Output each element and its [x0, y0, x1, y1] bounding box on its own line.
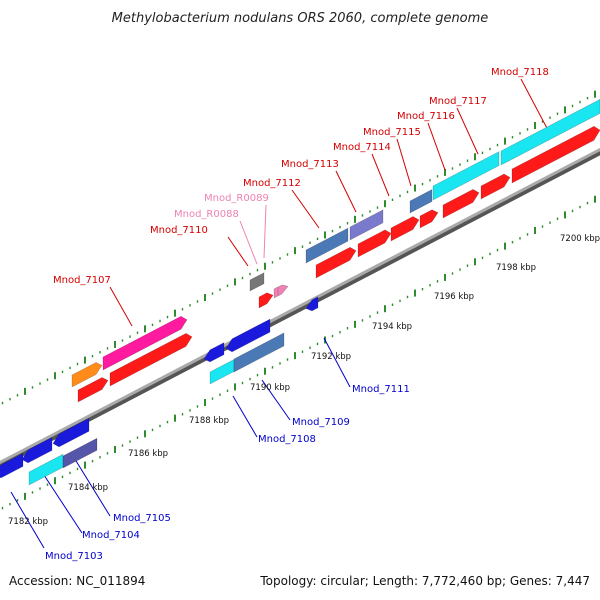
gene-mnod-7107[interactable]: [102, 315, 188, 371]
gene-label-mnod-7110[interactable]: Mnod_7110: [150, 225, 208, 236]
gene-label-mnod-7116[interactable]: Mnod_7116: [397, 111, 455, 122]
gene-mnod-7114[interactable]: [390, 216, 420, 242]
leader-line: [456, 107, 479, 155]
forward-gene-labels: Mnod_7107 Mnod_7110 Mnod_R0088 Mnod_R008…: [53, 67, 549, 286]
gene-mnod-7110[interactable]: [258, 292, 274, 309]
leader-line: [291, 189, 320, 229]
gene-mnod-7104[interactable]: [52, 417, 90, 448]
gene-mnod-7108a[interactable]: [203, 342, 225, 363]
leader-line: [109, 286, 133, 327]
accession-label: Accession: NC_011894: [9, 574, 145, 588]
gene-mnod-7116[interactable]: [432, 151, 500, 201]
gene-label-mnod-7115[interactable]: Mnod_7115: [363, 127, 421, 138]
gene-mnod-7111a[interactable]: [249, 272, 265, 292]
ruler-label: 7184 kbp: [68, 483, 108, 493]
gene-mnod-7113-red[interactable]: [357, 229, 392, 258]
leader-line: [323, 337, 351, 388]
gene-mnod-7105b[interactable]: [62, 437, 98, 469]
ruler-label: 7200 kbp: [560, 234, 600, 244]
gene-label-mnod-7109[interactable]: Mnod_7109: [292, 417, 350, 428]
ruler-label: 7192 kbp: [311, 352, 351, 362]
gene-label-mnod-7112[interactable]: Mnod_7112: [243, 178, 301, 189]
ruler-labels: 7200 kbp 7198 kbp 7196 kbp 7194 kbp 7192…: [8, 234, 600, 527]
gene-mnod-r0089[interactable]: [277, 284, 289, 297]
gene-label-mnod-7105[interactable]: Mnod_7105: [113, 513, 171, 524]
leader-line: [263, 204, 267, 259]
leader-line: [427, 122, 446, 171]
ruler-label: 7194 kbp: [372, 322, 412, 332]
gene-mnod-7117[interactable]: [480, 173, 511, 200]
gene-mnod-7109[interactable]: [233, 332, 285, 373]
gene-label-mnod-r0089[interactable]: Mnod_R0089: [204, 193, 269, 204]
gene-mnod-7118[interactable]: [500, 99, 600, 166]
gene-mnod-7106[interactable]: [71, 362, 103, 388]
leader-line: [335, 170, 357, 213]
gene-label-mnod-7114[interactable]: Mnod_7114: [333, 142, 391, 153]
ruler-label: 7186 kbp: [128, 449, 168, 459]
leader-line: [239, 220, 258, 265]
gene-red[interactable]: [77, 377, 109, 403]
leader-line: [10, 491, 45, 549]
map-title: Methylobacterium nodulans ORS 2060, comp…: [112, 11, 489, 26]
ruler-label: 7198 kbp: [496, 263, 536, 273]
leader-line: [261, 379, 291, 421]
leader-lines: [10, 78, 550, 549]
gene-label-mnod-7118[interactable]: Mnod_7118: [491, 67, 549, 78]
leader-line: [41, 471, 83, 534]
gene-mnod-7112-red[interactable]: [315, 246, 357, 279]
gene-label-mnod-7107[interactable]: Mnod_7107: [53, 275, 111, 286]
backbone-shadow: [0, 149, 600, 469]
gene-mnod-7112[interactable]: [305, 227, 349, 264]
gene-label-mnod-7113[interactable]: Mnod_7113: [281, 159, 339, 170]
gene-label-mnod-7103[interactable]: Mnod_7103: [45, 551, 103, 562]
ruler-label: 7196 kbp: [434, 292, 474, 302]
backbone: [0, 147, 600, 465]
leader-line: [371, 153, 390, 197]
gene-label-mnod-r0088[interactable]: Mnod_R0088: [174, 209, 239, 220]
gene-mnod-7109a[interactable]: [209, 359, 235, 385]
gene-mnod-7113[interactable]: [349, 209, 384, 241]
gene-features: [0, 99, 600, 486]
gene-label-mnod-7117[interactable]: Mnod_7117: [429, 96, 487, 107]
leader-line: [520, 78, 550, 133]
gene-label-mnod-7108[interactable]: Mnod_7108: [258, 434, 316, 445]
gene-mnod-7108[interactable]: [225, 318, 271, 353]
gene-red[interactable]: [109, 333, 193, 387]
leader-line: [227, 236, 249, 267]
gene-mnod-7115[interactable]: [409, 189, 433, 214]
ruler-label: 7190 kbp: [250, 383, 290, 393]
reverse-gene-labels: Mnod_7103 Mnod_7104 Mnod_7105 Mnod_7108 …: [45, 384, 410, 562]
gene-mnod-7115-red[interactable]: [419, 209, 439, 229]
gene-mnod-7116-red[interactable]: [442, 189, 480, 219]
genome-summary: Topology: circular; Length: 7,772,460 bp…: [259, 574, 590, 588]
ruler-label: 7188 kbp: [189, 416, 229, 426]
leader-line: [232, 395, 258, 438]
tick-marks: [1, 90, 596, 510]
leader-line: [396, 138, 412, 187]
ruler-label: 7182 kbp: [8, 517, 48, 527]
gene-mnod-7103[interactable]: [21, 436, 53, 464]
leader-line: [72, 455, 111, 517]
gene-mnod-7111[interactable]: [305, 296, 319, 312]
gene-label-mnod-7104[interactable]: Mnod_7104: [82, 530, 140, 541]
gene-mnod-7118-red[interactable]: [511, 125, 600, 184]
gene-label-mnod-7111[interactable]: Mnod_7111: [352, 384, 410, 395]
